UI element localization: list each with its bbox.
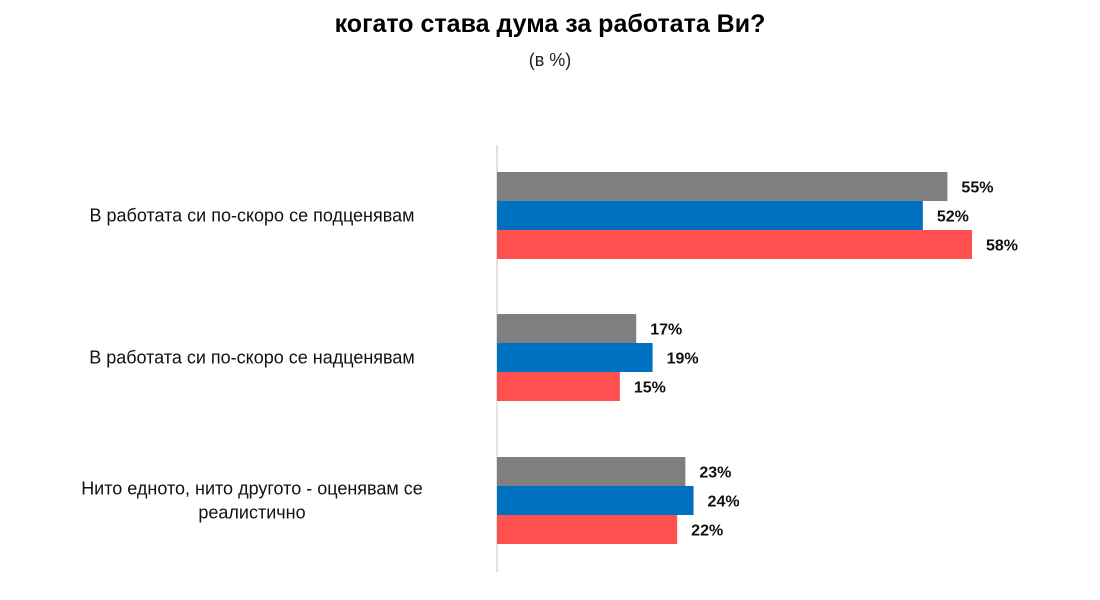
category-label: В работата си по-скоро се подценявам bbox=[89, 206, 414, 226]
data-label: 22% bbox=[691, 523, 723, 540]
data-label: 55% bbox=[961, 180, 993, 197]
data-label: 24% bbox=[708, 494, 740, 511]
chart-title: когато става дума за работата Ви? bbox=[334, 10, 766, 38]
bar bbox=[497, 230, 972, 259]
data-label: 19% bbox=[667, 351, 699, 368]
data-label: 15% bbox=[634, 380, 666, 397]
bar bbox=[497, 486, 694, 515]
bar bbox=[497, 515, 678, 544]
data-label: 17% bbox=[650, 322, 682, 339]
bar bbox=[497, 314, 637, 343]
data-label: 23% bbox=[699, 465, 731, 482]
category-label: Нито едното, нито другото - оценявам се р… bbox=[81, 479, 423, 523]
bar bbox=[497, 343, 653, 372]
bar bbox=[497, 201, 923, 230]
chart-subtitle: (в %) bbox=[528, 50, 572, 70]
bar bbox=[497, 457, 686, 486]
bar bbox=[497, 372, 620, 401]
category-label: В работата си по-скоро се надценявам bbox=[89, 348, 415, 368]
data-label: 58% bbox=[986, 238, 1018, 255]
bar bbox=[497, 172, 948, 201]
data-label: 52% bbox=[937, 209, 969, 226]
